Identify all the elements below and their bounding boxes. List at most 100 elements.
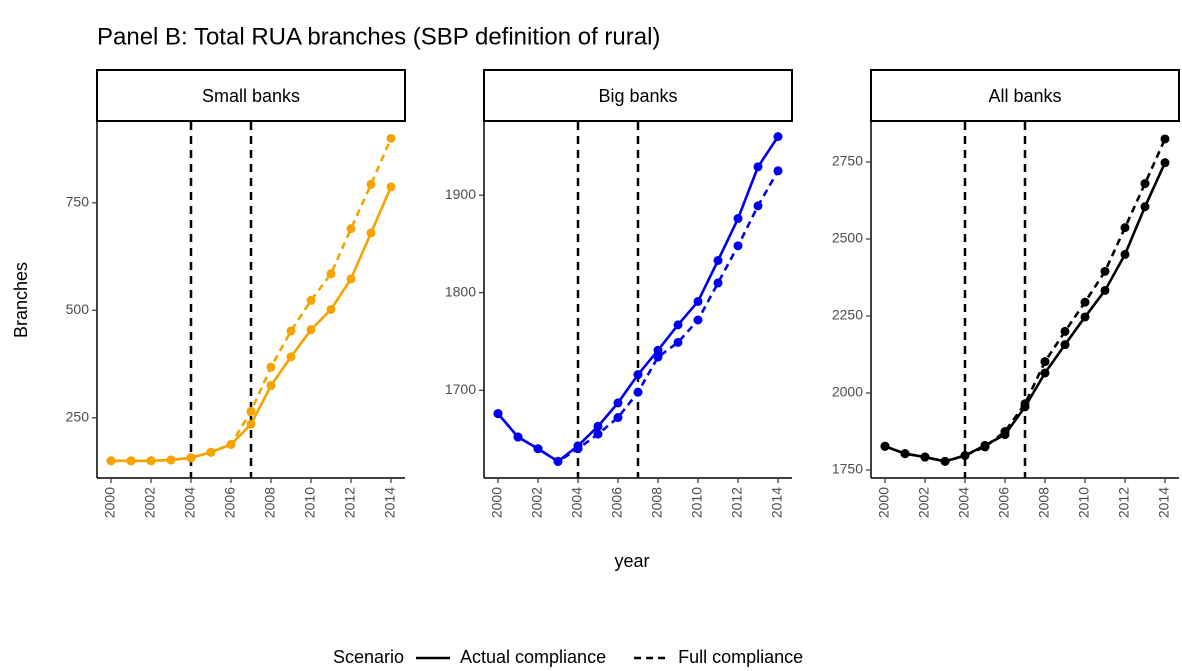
point <box>573 444 583 454</box>
point <box>246 406 256 416</box>
point <box>286 352 296 362</box>
point <box>653 345 663 355</box>
point <box>166 455 176 465</box>
x-tick-label: 2000 <box>876 487 892 518</box>
x-tick-label: 2014 <box>769 487 785 518</box>
point <box>1120 249 1130 259</box>
point <box>773 132 783 142</box>
point <box>553 456 563 466</box>
point <box>693 296 703 306</box>
point <box>633 387 643 397</box>
x-axis-label: year <box>614 551 649 571</box>
point <box>753 201 763 211</box>
point <box>386 133 396 143</box>
point <box>1080 297 1090 307</box>
panel-title: Big banks <box>598 86 677 106</box>
point <box>920 452 930 462</box>
point <box>713 278 723 288</box>
point <box>1100 266 1110 276</box>
legend-label: Actual compliance <box>460 647 606 667</box>
x-tick-label: 2000 <box>102 487 118 518</box>
point <box>346 274 356 284</box>
point <box>773 166 783 176</box>
x-tick-label: 2012 <box>729 487 745 518</box>
x-tick-label: 2002 <box>529 487 545 518</box>
point <box>1060 340 1070 350</box>
x-tick-label: 2002 <box>142 487 158 518</box>
y-tick-label: 2500 <box>832 230 863 246</box>
point <box>673 320 683 330</box>
x-tick-label: 2010 <box>689 487 705 518</box>
point <box>593 421 603 431</box>
x-tick-label: 2010 <box>302 487 318 518</box>
y-tick-label: 2750 <box>832 153 863 169</box>
x-tick-label: 2012 <box>342 487 358 518</box>
point <box>1160 158 1170 168</box>
point <box>226 439 236 449</box>
x-tick-label: 2014 <box>382 487 398 518</box>
strip <box>483 69 793 122</box>
y-tick-label: 1750 <box>832 461 863 477</box>
point <box>286 326 296 336</box>
point <box>1140 179 1150 189</box>
point <box>613 398 623 408</box>
point <box>633 370 643 380</box>
strip <box>96 69 406 122</box>
point <box>593 429 603 439</box>
point <box>186 453 196 463</box>
point <box>753 162 763 172</box>
point <box>733 214 743 224</box>
point <box>1140 202 1150 212</box>
point <box>366 228 376 238</box>
legend-title: Scenario <box>333 647 404 667</box>
point <box>1040 357 1050 367</box>
point <box>266 362 276 372</box>
point <box>513 432 523 442</box>
panel-title: All banks <box>988 86 1061 106</box>
chart-title: Panel B: Total RUA branches (SBP definit… <box>97 23 660 50</box>
y-tick-label: 2000 <box>832 384 863 400</box>
x-tick-label: 2006 <box>609 487 625 518</box>
x-tick-label: 2000 <box>489 487 505 518</box>
x-tick-label: 2008 <box>1036 487 1052 518</box>
y-axis-label: Branches <box>11 262 31 338</box>
x-tick-label: 2004 <box>182 487 198 518</box>
point <box>386 182 396 192</box>
y-tick-label: 500 <box>66 301 90 317</box>
y-tick-label: 250 <box>66 409 90 425</box>
point <box>613 413 623 423</box>
strip <box>870 69 1180 122</box>
point <box>960 451 970 461</box>
point <box>326 304 336 314</box>
y-tick-label: 1900 <box>445 186 476 202</box>
point <box>980 442 990 452</box>
point <box>206 447 216 457</box>
point <box>1080 312 1090 322</box>
point <box>366 179 376 189</box>
point <box>713 255 723 265</box>
y-tick-label: 1700 <box>445 381 476 397</box>
point <box>880 441 890 451</box>
point <box>106 456 116 466</box>
panel-title: Small banks <box>202 86 300 106</box>
y-tick-label: 1800 <box>445 283 476 299</box>
point <box>1100 285 1110 295</box>
point <box>533 444 543 454</box>
x-tick-label: 2006 <box>222 487 238 518</box>
point <box>1120 223 1130 233</box>
point <box>266 381 276 391</box>
x-tick-label: 2002 <box>916 487 932 518</box>
x-tick-label: 2012 <box>1116 487 1132 518</box>
x-tick-label: 2014 <box>1156 487 1172 518</box>
point <box>306 295 316 305</box>
x-tick-label: 2006 <box>996 487 1012 518</box>
point <box>693 315 703 325</box>
point <box>1060 326 1070 336</box>
point <box>306 325 316 335</box>
point <box>246 419 256 429</box>
y-tick-label: 750 <box>66 194 90 210</box>
point <box>493 409 503 419</box>
point <box>1040 368 1050 378</box>
x-tick-label: 2004 <box>956 487 972 518</box>
